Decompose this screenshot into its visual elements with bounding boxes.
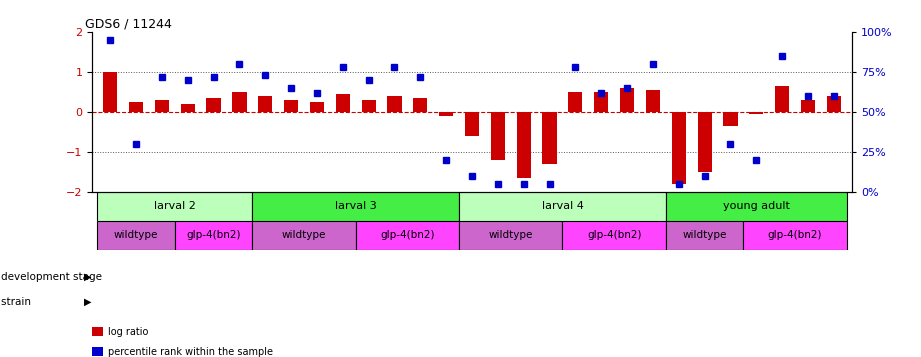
- Bar: [723, 112, 738, 126]
- Bar: [388, 96, 402, 112]
- Bar: [232, 92, 247, 112]
- Bar: [284, 100, 298, 112]
- Bar: [98, 221, 175, 250]
- Bar: [439, 112, 453, 116]
- Bar: [743, 221, 846, 250]
- Bar: [155, 100, 169, 112]
- Text: glp-4(bn2): glp-4(bn2): [768, 230, 822, 240]
- Text: larval 2: larval 2: [154, 201, 196, 211]
- Bar: [98, 192, 252, 221]
- Bar: [129, 102, 143, 112]
- Bar: [356, 221, 459, 250]
- Text: young adult: young adult: [723, 201, 789, 211]
- Bar: [666, 221, 743, 250]
- Text: log ratio: log ratio: [108, 327, 148, 337]
- Bar: [335, 94, 350, 112]
- Bar: [827, 96, 841, 112]
- Bar: [775, 86, 789, 112]
- Text: wildtype: wildtype: [489, 230, 533, 240]
- Text: larval 4: larval 4: [542, 201, 583, 211]
- Bar: [646, 90, 660, 112]
- Text: development stage: development stage: [1, 272, 105, 282]
- Bar: [414, 98, 427, 112]
- Text: glp-4(bn2): glp-4(bn2): [587, 230, 641, 240]
- Bar: [258, 96, 273, 112]
- Bar: [103, 72, 117, 112]
- Bar: [459, 192, 666, 221]
- Bar: [206, 98, 221, 112]
- Bar: [671, 112, 686, 184]
- Text: glp-4(bn2): glp-4(bn2): [186, 230, 240, 240]
- Text: glp-4(bn2): glp-4(bn2): [380, 230, 435, 240]
- Bar: [563, 221, 666, 250]
- Bar: [620, 88, 635, 112]
- Text: GDS6 / 11244: GDS6 / 11244: [85, 18, 171, 31]
- Bar: [801, 100, 815, 112]
- Bar: [459, 221, 563, 250]
- Bar: [749, 112, 764, 114]
- Bar: [309, 102, 324, 112]
- Bar: [517, 112, 530, 178]
- Bar: [697, 112, 712, 172]
- Bar: [666, 192, 846, 221]
- Text: wildtype: wildtype: [114, 230, 158, 240]
- Text: ▶: ▶: [84, 297, 91, 307]
- Bar: [491, 112, 505, 160]
- Bar: [362, 100, 376, 112]
- Text: wildtype: wildtype: [282, 230, 326, 240]
- Bar: [465, 112, 479, 136]
- Bar: [594, 92, 609, 112]
- Text: strain: strain: [1, 297, 34, 307]
- Text: larval 3: larval 3: [335, 201, 377, 211]
- Text: ▶: ▶: [84, 272, 91, 282]
- Bar: [568, 92, 582, 112]
- Bar: [252, 221, 356, 250]
- Text: wildtype: wildtype: [682, 230, 727, 240]
- Bar: [181, 104, 195, 112]
- Bar: [175, 221, 252, 250]
- Bar: [542, 112, 556, 164]
- Text: percentile rank within the sample: percentile rank within the sample: [108, 347, 273, 357]
- Bar: [252, 192, 459, 221]
